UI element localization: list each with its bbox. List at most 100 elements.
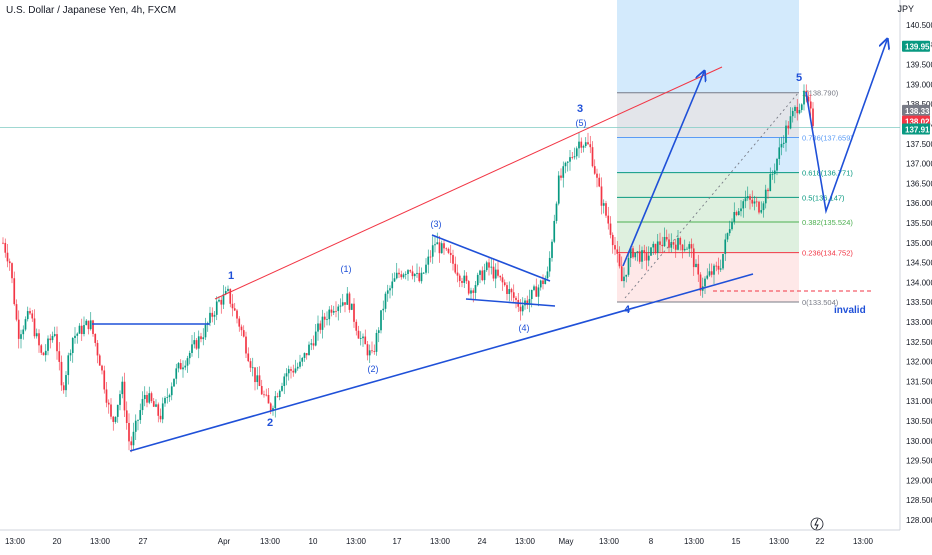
candle-body <box>535 286 538 297</box>
candle-body <box>434 244 436 246</box>
candle-body <box>380 310 382 331</box>
candle-body <box>236 310 238 319</box>
fib-label-0: 1(138.790) <box>802 89 839 98</box>
candle-body <box>668 239 670 248</box>
candle-body <box>222 294 225 305</box>
candle-body <box>715 265 718 267</box>
candle-body <box>170 386 173 396</box>
candle-body <box>618 253 621 267</box>
candle-body <box>296 366 299 369</box>
candle-body <box>92 320 94 334</box>
candle-body <box>22 329 25 335</box>
y-tick-21: 130.000 <box>906 437 932 446</box>
candle-body <box>717 265 720 270</box>
candle-body <box>17 319 20 339</box>
candle-body <box>776 158 778 171</box>
candle-body <box>697 263 700 275</box>
candle-body <box>794 106 796 111</box>
candle-body <box>681 244 684 251</box>
candle-body <box>609 223 612 235</box>
y-tick-23: 129.000 <box>906 476 932 485</box>
candle-body <box>422 272 425 274</box>
candle-body <box>159 415 162 420</box>
price-badge-text-2: 138.027 <box>905 118 932 127</box>
candle-body <box>596 173 598 178</box>
wave-label-minor-1: (1) <box>341 264 352 274</box>
price-badge-text-0: 139.952 <box>905 43 932 52</box>
candle-body <box>659 241 661 245</box>
wave-label-1: 1 <box>228 270 234 282</box>
candle-body <box>157 404 160 416</box>
candle-body <box>184 365 187 368</box>
candle-body <box>314 331 317 346</box>
candle-body <box>267 394 270 404</box>
y-tick-16: 132.500 <box>906 338 932 347</box>
candle-body <box>598 177 601 187</box>
candle-body <box>283 376 286 386</box>
candle-body <box>272 408 274 411</box>
price-badge-0 <box>902 40 930 52</box>
candle-body <box>564 162 567 167</box>
candle-body <box>254 367 256 383</box>
candle-body <box>632 248 634 258</box>
candle-body <box>683 248 686 251</box>
candle-body <box>515 297 517 300</box>
flash-icon-bolt <box>814 518 819 530</box>
candle-body <box>332 310 335 313</box>
candle-body <box>544 278 547 284</box>
candle-body <box>362 336 364 339</box>
candle-body <box>634 252 637 258</box>
y-tick-4: 138.500 <box>906 100 932 109</box>
candle-body <box>719 268 722 270</box>
candle-body <box>474 285 477 293</box>
candle-body <box>231 303 234 309</box>
candle-body <box>407 270 409 274</box>
candle-body <box>560 175 562 178</box>
candle-body <box>337 306 340 312</box>
candle-body <box>371 350 373 352</box>
candle-body <box>141 399 144 411</box>
y-tick-7: 137.000 <box>906 160 932 169</box>
candle-body <box>51 335 54 341</box>
candle-body <box>431 245 434 257</box>
x-tick-7: 13:00 <box>346 537 367 546</box>
candle-body <box>791 110 794 117</box>
candle-body <box>670 242 673 248</box>
y-tick-2: 139.500 <box>906 61 932 70</box>
candle-body <box>56 334 58 352</box>
candle-body <box>247 353 250 362</box>
candle-body <box>161 403 164 420</box>
candle-body <box>582 146 585 148</box>
candle-body <box>470 290 472 294</box>
candle-body <box>186 358 189 366</box>
y-tick-11: 135.000 <box>906 239 932 248</box>
candle-body <box>344 302 346 305</box>
candle-body <box>490 266 493 268</box>
candle-body <box>143 394 146 400</box>
candle-body <box>179 363 182 370</box>
candle-body <box>688 244 691 249</box>
candle-body <box>641 250 643 262</box>
candle-body <box>94 333 97 343</box>
candle-body <box>726 233 729 240</box>
y-tick-24: 128.500 <box>906 496 932 505</box>
candle-body <box>690 244 693 249</box>
candle-body <box>710 271 713 275</box>
x-tick-10: 24 <box>478 537 487 546</box>
candle-body <box>652 243 655 248</box>
candle-body <box>661 244 664 247</box>
x-tick-5: 13:00 <box>260 537 281 546</box>
wave-label-3: 3 <box>577 103 583 115</box>
candle-body <box>533 286 535 290</box>
candle-body <box>276 396 279 397</box>
candle-body <box>224 291 227 295</box>
candle-body <box>15 304 18 320</box>
candle-body <box>348 293 351 310</box>
projection-arrow-1 <box>622 72 704 267</box>
candle-body <box>488 262 490 268</box>
candle-body <box>506 285 508 294</box>
candle-body <box>733 212 736 222</box>
fib-label-4: 0.382(135.524) <box>802 218 853 227</box>
fib-zone-4 <box>617 222 799 253</box>
